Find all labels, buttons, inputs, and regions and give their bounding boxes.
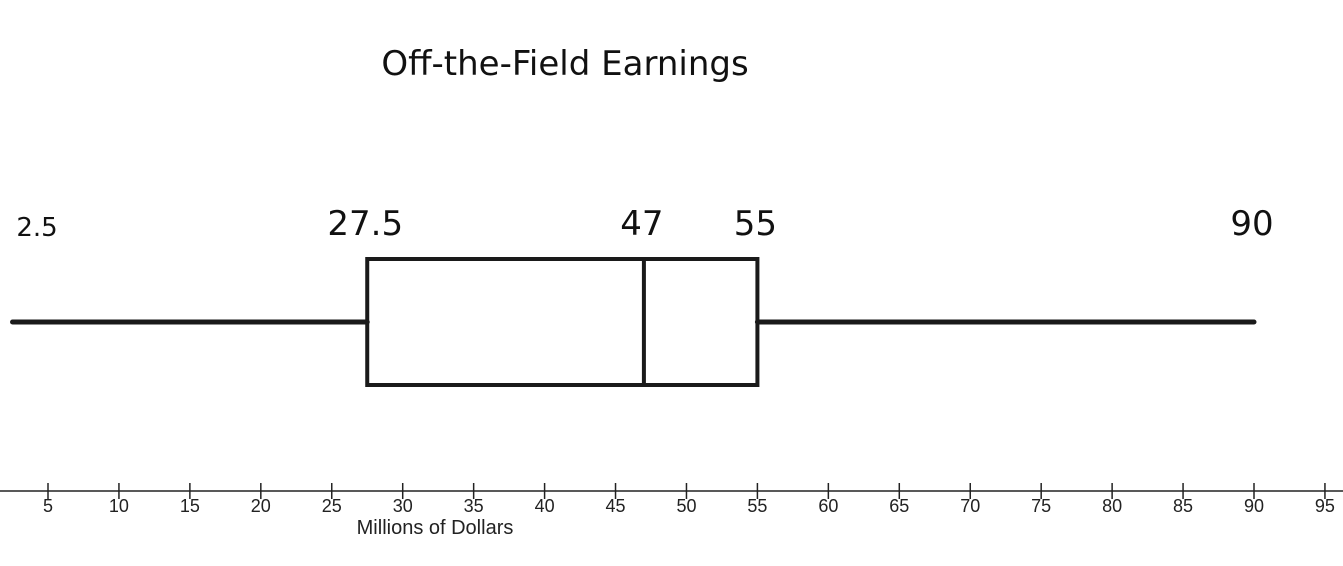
x-axis-ticks: 5 10 15 20 25 30 35 40 45 50 55 60 65 70 75 80 85 90 95 <box>43 483 1335 516</box>
x-tick-label: 15 <box>180 496 200 516</box>
x-tick-label: 10 <box>109 496 129 516</box>
x-tick-label: 30 <box>393 496 413 516</box>
value-label-q1: 27.5 <box>327 204 403 244</box>
x-tick-label: 35 <box>464 496 484 516</box>
x-tick-label: 55 <box>747 496 767 516</box>
x-tick-label: 70 <box>960 496 980 516</box>
x-tick-label: 20 <box>251 496 271 516</box>
x-tick-label: 80 <box>1102 496 1122 516</box>
x-tick-label: 75 <box>1031 496 1051 516</box>
value-label-q3: 55 <box>734 204 777 244</box>
x-tick-label: 5 <box>43 496 53 516</box>
iqr-box <box>365 257 760 387</box>
value-label-min: 2.5 <box>16 213 57 243</box>
x-axis-label: Millions of Dollars <box>357 517 514 539</box>
x-tick-label: 65 <box>889 496 909 516</box>
x-tick-label: 95 <box>1315 496 1335 516</box>
chart-title: Off-the-Field Earnings <box>381 44 748 84</box>
x-tick-label: 85 <box>1173 496 1193 516</box>
value-labels: 2.5 27.5 47 55 90 <box>16 204 1273 244</box>
x-tick-label: 60 <box>818 496 838 516</box>
value-label-max: 90 <box>1230 204 1273 244</box>
x-tick-label: 50 <box>676 496 696 516</box>
x-tick-label: 90 <box>1244 496 1264 516</box>
x-tick-label: 40 <box>535 496 555 516</box>
x-axis: 5 10 15 20 25 30 35 40 45 50 55 60 65 70 75 80 85 90 95 <box>0 483 1343 516</box>
x-tick-label: 45 <box>606 496 626 516</box>
x-tick-label: 25 <box>322 496 342 516</box>
value-label-median: 47 <box>620 204 663 244</box>
box-plot <box>10 257 1257 387</box>
